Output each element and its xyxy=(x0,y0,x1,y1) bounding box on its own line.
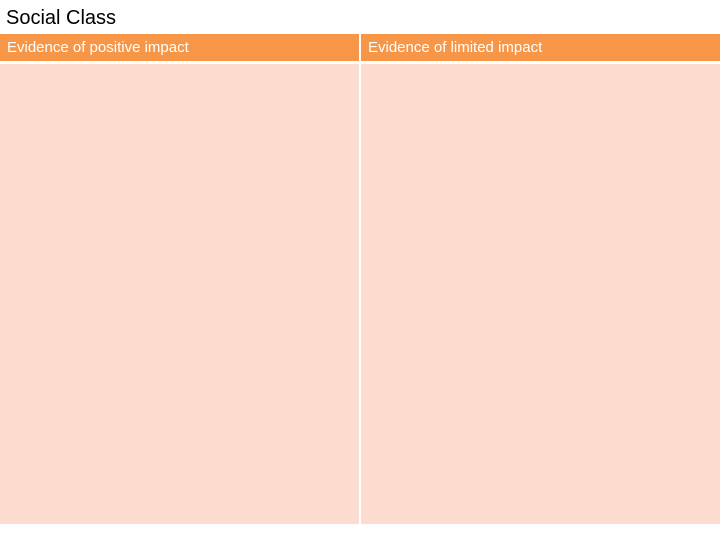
cell-limited-impact[interactable] xyxy=(359,62,720,524)
slide-title: Social Class xyxy=(6,7,117,29)
header-limited-impact: Evidence of limited impact xyxy=(359,34,720,64)
table-body-row xyxy=(0,62,720,524)
table-header-row: Evidence of positive impact Evidence of … xyxy=(0,34,720,64)
header-positive-impact: Evidence of positive impact xyxy=(0,34,360,64)
evidence-table: Evidence of positive impact Evidence of … xyxy=(0,34,720,524)
cell-positive-impact[interactable] xyxy=(0,62,360,524)
